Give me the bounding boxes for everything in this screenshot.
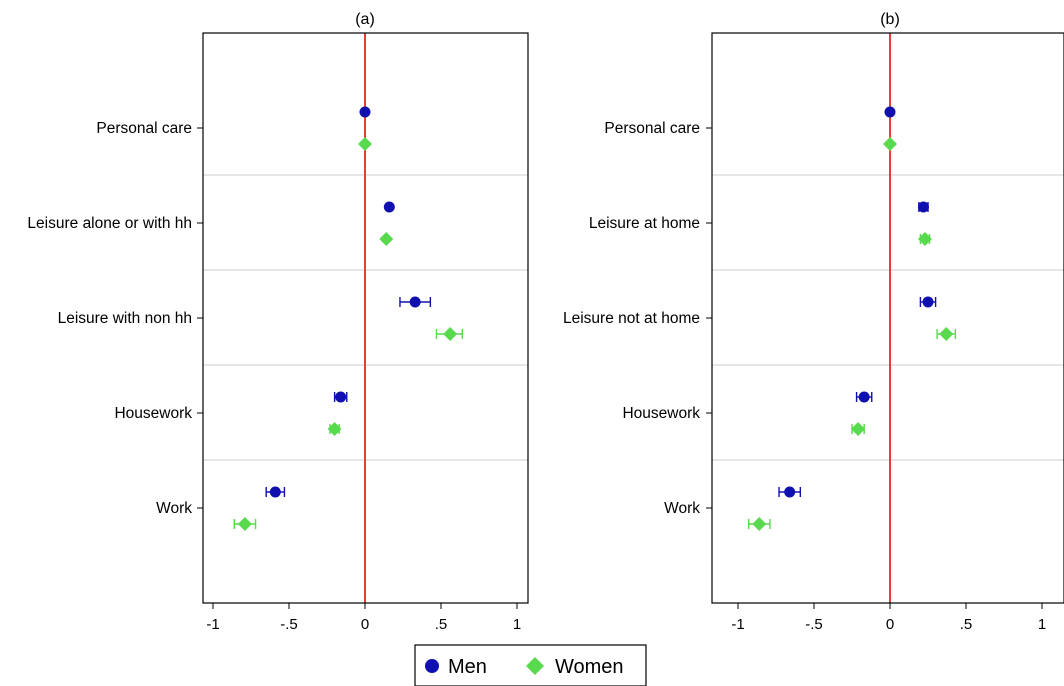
data-point-women	[443, 327, 458, 341]
data-point-women	[939, 327, 954, 341]
x-tick-label: -.5	[280, 616, 298, 633]
plot-frame	[711, 32, 1064, 604]
legend: Men Women	[414, 644, 647, 686]
legend-women-marker	[526, 657, 544, 675]
y-tick-label: Personal care	[604, 120, 700, 137]
data-point-women	[237, 517, 252, 531]
panel-b: (b) Personal care Leisure at home Leisure n…	[563, 11, 1064, 633]
y-tick-label: Housework	[622, 405, 700, 422]
x-tick-label: .5	[960, 616, 973, 633]
y-tick-label: Leisure not at home	[563, 310, 700, 327]
data-point-men	[359, 106, 371, 118]
y-tick-label: Housework	[114, 405, 192, 422]
data-point-women	[917, 232, 932, 246]
x-tick-label: 1	[513, 616, 521, 633]
data-point-men	[884, 106, 896, 118]
y-tick-label: Leisure alone or with hh	[27, 215, 192, 232]
data-point-women	[752, 517, 767, 531]
series-men	[778, 106, 937, 498]
panel-title: (a)	[355, 11, 375, 28]
legend-men-label: Men	[448, 656, 487, 678]
legend-women-label: Women	[555, 656, 624, 678]
data-point-men	[335, 391, 347, 403]
data-point-women	[358, 137, 372, 151]
panel-title: (b)	[880, 11, 900, 28]
x-tick-label: -1	[731, 616, 744, 633]
y-tick-label: Work	[664, 500, 700, 517]
x-tick-label: .5	[435, 616, 448, 633]
data-point-women	[327, 422, 342, 436]
data-point-men	[858, 391, 870, 403]
data-point-men	[784, 486, 796, 498]
data-point-men	[409, 296, 421, 308]
series-women	[233, 137, 463, 531]
data-point-women	[883, 137, 897, 151]
data-point-men	[922, 296, 934, 308]
data-point-men	[269, 486, 281, 498]
data-point-women	[851, 422, 866, 436]
x-tick-label: 0	[886, 616, 894, 633]
y-tick-label: Personal care	[96, 120, 192, 137]
legend-men-marker	[425, 659, 439, 673]
data-point-men	[917, 201, 929, 213]
y-tick-label: Leisure at home	[589, 215, 700, 232]
panel-a: (a) Personal care Leisure alone or with hh…	[27, 11, 529, 633]
data-point-women	[379, 232, 394, 246]
x-tick-label: 1	[1038, 616, 1046, 633]
y-tick-label: Leisure with non hh	[58, 310, 192, 327]
y-tick-label: Work	[156, 500, 192, 517]
x-tick-label: 0	[361, 616, 369, 633]
x-tick-label: -1	[206, 616, 219, 633]
x-tick-label: -.5	[805, 616, 823, 633]
data-point-men	[383, 201, 395, 213]
series-women	[747, 137, 957, 531]
series-men	[265, 106, 432, 498]
